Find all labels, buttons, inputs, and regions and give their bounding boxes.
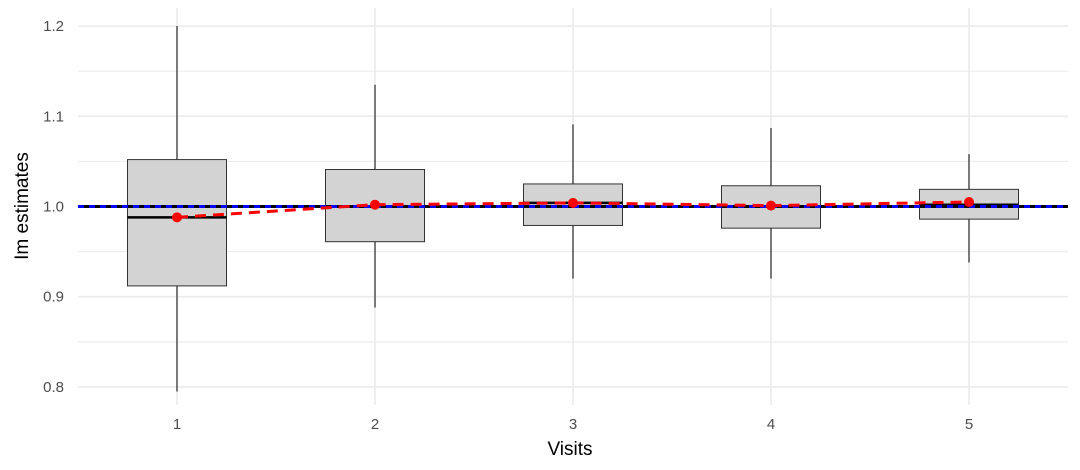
x-tick-labels: 1 2 3 4 5 — [173, 416, 973, 433]
y-tick-label: 1.1 — [43, 108, 64, 125]
mean-point — [964, 196, 974, 207]
x-tick-label: 5 — [965, 416, 973, 433]
y-tick-label: 1.0 — [43, 199, 64, 216]
y-tick-label: 1.2 — [43, 18, 64, 35]
mean-point — [568, 197, 578, 208]
y-tick-labels: 0.8 0.9 1.0 1.1 1.2 — [43, 18, 64, 396]
mean-series — [172, 196, 974, 223]
x-tick-label: 3 — [569, 416, 577, 433]
y-tick-label: 0.8 — [43, 379, 64, 396]
x-tick-label: 2 — [371, 416, 379, 433]
mean-point — [766, 200, 776, 211]
x-tick-label: 4 — [767, 416, 775, 433]
y-axis-title: Im estimates — [12, 152, 33, 260]
box — [127, 159, 227, 287]
mean-point — [370, 199, 380, 210]
mean-point — [172, 212, 182, 223]
x-axis-title: Visits — [547, 439, 592, 460]
x-tick-label: 1 — [173, 416, 181, 433]
y-tick-label: 0.9 — [43, 289, 64, 306]
